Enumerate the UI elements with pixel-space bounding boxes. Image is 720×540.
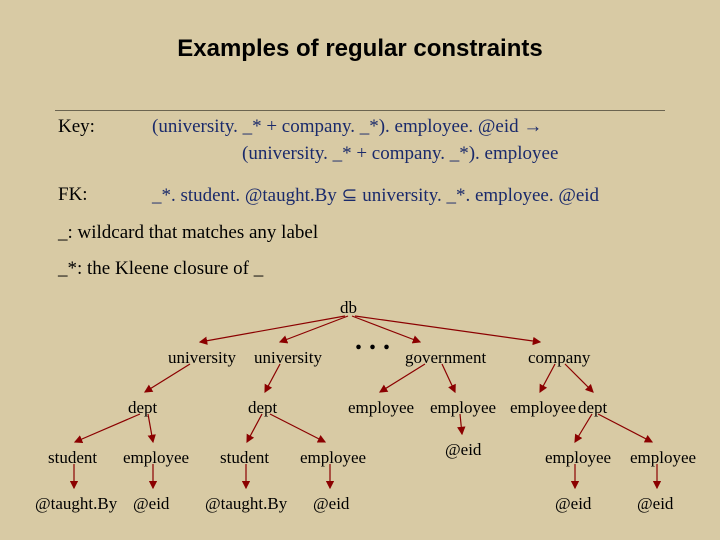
note-kleene: _*: the Kleene closure of _ <box>58 258 263 280</box>
tree-node-eid_g1: @eid <box>445 440 481 460</box>
tree-edge <box>598 414 652 442</box>
tree-edge <box>247 414 262 442</box>
fk-label: FK: <box>58 184 88 206</box>
tree-node-eid_d3b: @eid <box>637 494 673 514</box>
tree-node-eid_d2: @eid <box>313 494 349 514</box>
tree-edge <box>270 414 325 442</box>
tree-node-stu2: student <box>220 448 269 468</box>
tree-edge <box>145 364 190 392</box>
tree-edge <box>148 414 153 442</box>
tree-node-eid_d1: @eid <box>133 494 169 514</box>
tree-edge <box>200 316 345 342</box>
tree-node-dept2: dept <box>248 398 277 418</box>
tree-node-tb1: @taught.By <box>35 494 117 514</box>
tree-edge <box>442 364 455 392</box>
tree-edge <box>565 364 593 392</box>
tree-node-db: db <box>340 298 357 318</box>
tree-node-stu1: student <box>48 448 97 468</box>
tree-node-emp_c: employee <box>510 398 576 418</box>
key-label: Key: <box>58 116 95 138</box>
tree-node-emp_d3b: employee <box>630 448 696 468</box>
key-expr-line1: (university. _* + company. _*). employee… <box>152 116 542 138</box>
tree-edge <box>540 364 555 392</box>
tree-node-emp_d3a: employee <box>545 448 611 468</box>
fk-expr: _*. student. @taught.By ⊆ university. _*… <box>152 184 599 207</box>
tree-edge <box>575 414 592 442</box>
ellipsis: . . . <box>355 325 390 357</box>
tree-node-comp: company <box>528 348 590 368</box>
tree-node-dept3: dept <box>578 398 607 418</box>
tree-node-emp_g2: employee <box>430 398 496 418</box>
tree-node-tb2: @taught.By <box>205 494 287 514</box>
note-wildcard: _: wildcard that matches any label <box>58 222 318 244</box>
tree-node-emp_g1: employee <box>348 398 414 418</box>
tree-edge <box>265 364 280 392</box>
key-expr-line2: (university. _* + company. _*). employee <box>242 143 558 165</box>
tree-node-eid_d3a: @eid <box>555 494 591 514</box>
tree-node-uni1: university <box>168 348 236 368</box>
tree-node-gov: government <box>405 348 486 368</box>
tree-node-dept1: dept <box>128 398 157 418</box>
tree-edge <box>75 414 140 442</box>
tree-edge <box>380 364 425 392</box>
divider <box>55 110 665 111</box>
tree-edge <box>280 316 348 342</box>
slide-title: Examples of regular constraints <box>0 35 720 63</box>
tree-node-emp_d2: employee <box>300 448 366 468</box>
tree-node-emp_d1: employee <box>123 448 189 468</box>
tree-node-uni2: university <box>254 348 322 368</box>
